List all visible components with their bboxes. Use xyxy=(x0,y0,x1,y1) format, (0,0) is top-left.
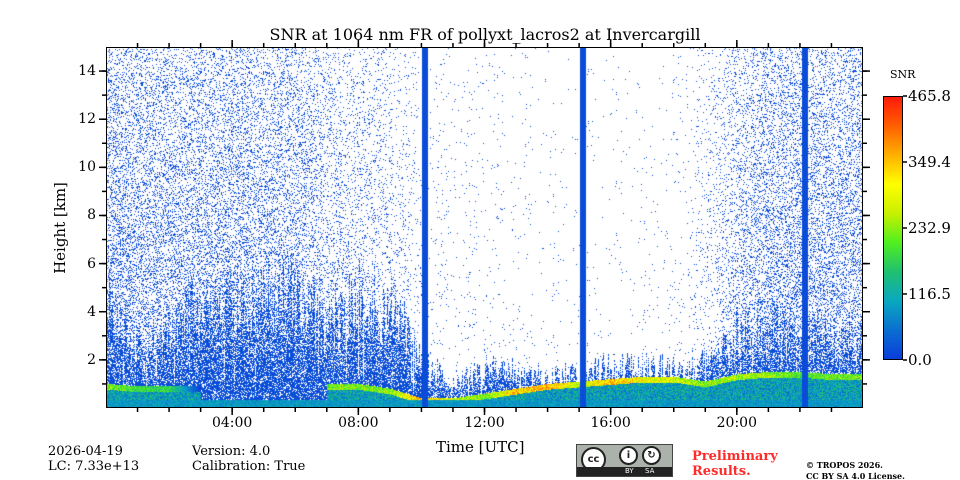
date-text: 2026-04-19 xyxy=(48,444,123,459)
y-tick-label: 6 xyxy=(87,255,96,272)
copyright-notice: © TROPOS 2026. CC BY SA 4.0 License. xyxy=(806,460,905,480)
copyright-line1: © TROPOS 2026. xyxy=(806,460,883,470)
lc-text: LC: 7.33e+13 xyxy=(48,459,140,474)
x-tick-label: 04:00 xyxy=(211,415,253,431)
colorbar-title: SNR xyxy=(890,68,916,81)
colorbar-tick-label: 349.4 xyxy=(908,152,951,171)
attribution-person-icon: i xyxy=(619,446,638,465)
x-tick-label: 20:00 xyxy=(716,415,758,431)
version-info: Version: 4.0 Calibration: True xyxy=(192,444,305,474)
preliminary-line2: Results. xyxy=(692,464,751,479)
by-label: BY xyxy=(625,467,634,475)
y-tick-label: 2 xyxy=(87,351,96,368)
colorbar-tick-label: 0.0 xyxy=(908,351,932,369)
colorbar xyxy=(883,96,903,360)
x-tick-label: 08:00 xyxy=(338,415,379,431)
license-strip: BY SA xyxy=(577,467,672,476)
preliminary-notice: Preliminary Results. xyxy=(692,449,778,479)
cc-by-sa-license-badge: cc i ↻ BY SA xyxy=(576,444,673,477)
x-tick-label: 12:00 xyxy=(464,415,505,431)
x-tick-label: 16:00 xyxy=(590,415,631,431)
date-info: 2026-04-19 LC: 7.33e+13 xyxy=(48,444,139,474)
colorbar-tick-label: 116.5 xyxy=(908,284,951,303)
share-alike-icon: ↻ xyxy=(642,446,661,465)
y-tick-label: 14 xyxy=(78,63,96,80)
plot-frame xyxy=(106,47,863,408)
preliminary-line1: Preliminary xyxy=(692,449,778,464)
copyright-line2: CC BY SA 4.0 License. xyxy=(806,471,905,480)
sa-label: SA xyxy=(645,467,655,475)
y-tick-label: 10 xyxy=(78,159,96,176)
x-axis-label: Time [UTC] xyxy=(436,438,525,456)
y-tick-label: 12 xyxy=(78,111,96,128)
version-text: Version: 4.0 xyxy=(192,444,271,459)
calibration-text: Calibration: True xyxy=(192,459,306,474)
snr-heatmap xyxy=(106,47,863,408)
colorbar-tick-label: 232.9 xyxy=(908,219,951,237)
y-tick-label: 8 xyxy=(87,207,96,224)
y-tick-label: 4 xyxy=(87,303,96,320)
chart-title: SNR at 1064 nm FR of pollyxt_lacros2 at … xyxy=(269,25,701,44)
y-axis-label: Height [km] xyxy=(51,182,69,274)
colorbar-tick-label: 465.8 xyxy=(908,87,951,105)
